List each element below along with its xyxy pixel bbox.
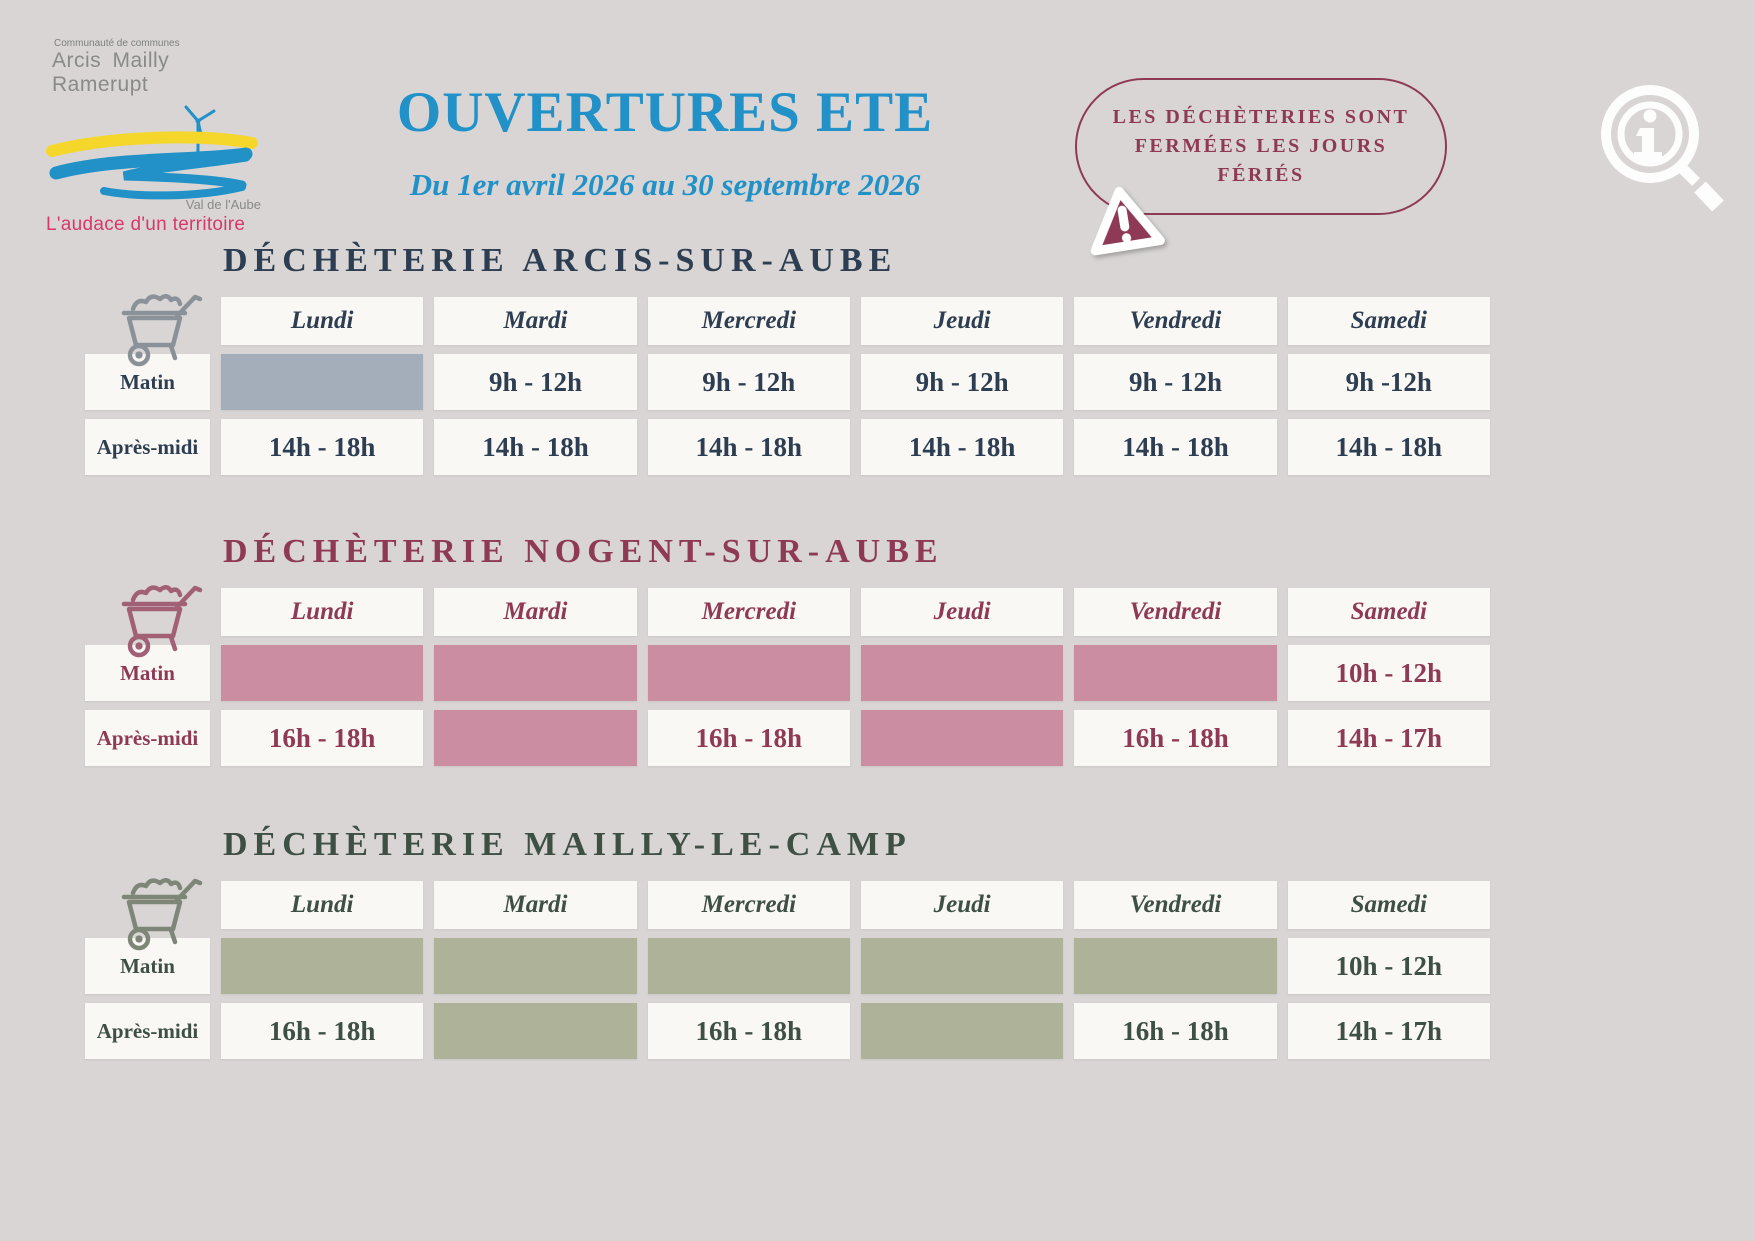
time-cell: 14h - 17h: [1287, 1003, 1490, 1059]
closed-cell: [860, 645, 1064, 701]
section-title: DÉCHÈTERIE ARCIS-SUR-AUBE: [223, 242, 898, 279]
time-cell: 14h - 18h: [860, 419, 1064, 475]
schedule-table: Lundi Mardi Mercredi Jeudi Vendredi Samedi Mat…: [85, 294, 1490, 475]
day-header: Samedi: [1287, 297, 1490, 345]
closed-cell: [434, 1003, 637, 1059]
warning-icon: [1090, 186, 1165, 256]
time-cell: 9h -12h: [1287, 354, 1490, 410]
closed-cell: [434, 645, 637, 701]
dechetterie-section-arcis-sur-aube: DÉCHÈTERIE ARCIS-SUR-AUBE Lundi Mardi Merc…: [85, 242, 1490, 475]
closed-cell: [221, 938, 424, 994]
day-header: Jeudi: [860, 297, 1064, 345]
row-label: Après-midi: [85, 419, 210, 475]
closed-cell: [860, 1003, 1064, 1059]
holiday-notice: LES DÉCHÈTERIES SONT FERMÉES LES JOURS F…: [1075, 78, 1447, 215]
day-header: Mardi: [434, 588, 637, 636]
logo-region: Val de l'Aube: [185, 197, 261, 212]
closed-cell: [1074, 645, 1277, 701]
row-label: Matin: [85, 938, 210, 994]
closed-cell: [434, 710, 637, 766]
time-cell: 16h - 18h: [647, 710, 850, 766]
logo-art-river-turbine: [46, 105, 258, 200]
section-title: DÉCHÈTERIE MAILLY-LE-CAMP: [223, 826, 912, 863]
logo: Communauté de communes Arcis Mailly Rame…: [46, 38, 261, 236]
day-header: Mercredi: [647, 588, 850, 636]
closed-cell: [434, 938, 637, 994]
river-shape: [49, 147, 253, 200]
day-header: Samedi: [1287, 588, 1490, 636]
time-cell: 14h - 18h: [1287, 419, 1490, 475]
time-cell: 9h - 12h: [434, 354, 637, 410]
row-label: Après-midi: [85, 1003, 210, 1059]
closed-cell: [221, 354, 424, 410]
closed-cell: [1074, 938, 1277, 994]
closed-cell: [647, 645, 850, 701]
yellow-band: [46, 131, 258, 157]
time-cell: 16h - 18h: [1074, 1003, 1277, 1059]
day-header: Mardi: [434, 881, 637, 929]
time-cell: 10h - 12h: [1287, 645, 1490, 701]
time-cell: 9h - 12h: [647, 354, 850, 410]
time-cell: 16h - 18h: [1074, 710, 1277, 766]
day-header: Vendredi: [1074, 881, 1277, 929]
time-cell: 9h - 12h: [860, 354, 1064, 410]
dechetterie-section-mailly-le-camp: DÉCHÈTERIE MAILLY-LE-CAMP Lundi Mardi Merc…: [85, 826, 1490, 1059]
header: OUVERTURES ETE Du 1er avril 2026 au 30 s…: [320, 80, 1010, 203]
time-cell: 9h - 12h: [1074, 354, 1277, 410]
holiday-notice-text: LES DÉCHÈTERIES SONT FERMÉES LES JOURS F…: [1112, 106, 1410, 186]
day-header: Jeudi: [860, 881, 1064, 929]
time-cell: 14h - 17h: [1287, 710, 1490, 766]
section-title: DÉCHÈTERIE NOGENT-SUR-AUBE: [223, 533, 944, 570]
page-title: OUVERTURES ETE: [396, 81, 934, 144]
closed-cell: [221, 645, 424, 701]
wheelbarrow-corner: [85, 585, 210, 658]
schedule-table: Lundi Mardi Mercredi Jeudi Vendredi Samedi Mat…: [85, 878, 1490, 1059]
row-label: Matin: [85, 354, 210, 410]
day-header: Vendredi: [1074, 297, 1277, 345]
closed-cell: [647, 938, 850, 994]
row-label: Après-midi: [85, 710, 210, 766]
info-letter-i: [1634, 109, 1662, 160]
time-cell: 10h - 12h: [1287, 938, 1490, 994]
day-header: Lundi: [221, 881, 424, 929]
day-header: Jeudi: [860, 588, 1064, 636]
time-cell: 14h - 18h: [1074, 419, 1277, 475]
day-header: Vendredi: [1074, 588, 1277, 636]
wheelbarrow-icon: [121, 585, 203, 658]
time-cell: 14h - 18h: [221, 419, 424, 475]
day-header: Mardi: [434, 297, 637, 345]
logo-tagline: L'audace d'un territoire: [46, 214, 246, 235]
schedule-table: Lundi Mardi Mercredi Jeudi Vendredi Samedi Mat…: [85, 585, 1490, 766]
closed-cell: [860, 710, 1064, 766]
wheelbarrow-icon: [121, 878, 203, 951]
day-header: Lundi: [221, 588, 424, 636]
date-range: Du 1er avril 2026 au 30 septembre 2026: [409, 167, 921, 202]
closed-cell: [860, 938, 1064, 994]
logo-org-name: Arcis Mailly Ramerupt: [52, 49, 170, 96]
wheelbarrow-icon: [121, 294, 203, 367]
logo-org-small: Communauté de communes: [54, 38, 180, 49]
info-magnifier-icon: [1601, 85, 1724, 212]
wheelbarrow-corner: [85, 294, 210, 367]
row-label: Matin: [85, 645, 210, 701]
day-header: Samedi: [1287, 881, 1490, 929]
time-cell: 16h - 18h: [221, 710, 424, 766]
day-header: Lundi: [221, 297, 424, 345]
time-cell: 16h - 18h: [647, 1003, 850, 1059]
time-cell: 14h - 18h: [647, 419, 850, 475]
wheelbarrow-corner: [85, 878, 210, 951]
time-cell: 16h - 18h: [221, 1003, 424, 1059]
dechetterie-section-nogent-sur-aube: DÉCHÈTERIE NOGENT-SUR-AUBE Lundi Mardi Mer…: [85, 533, 1490, 766]
time-cell: 14h - 18h: [434, 419, 637, 475]
day-header: Mercredi: [647, 297, 850, 345]
day-header: Mercredi: [647, 881, 850, 929]
